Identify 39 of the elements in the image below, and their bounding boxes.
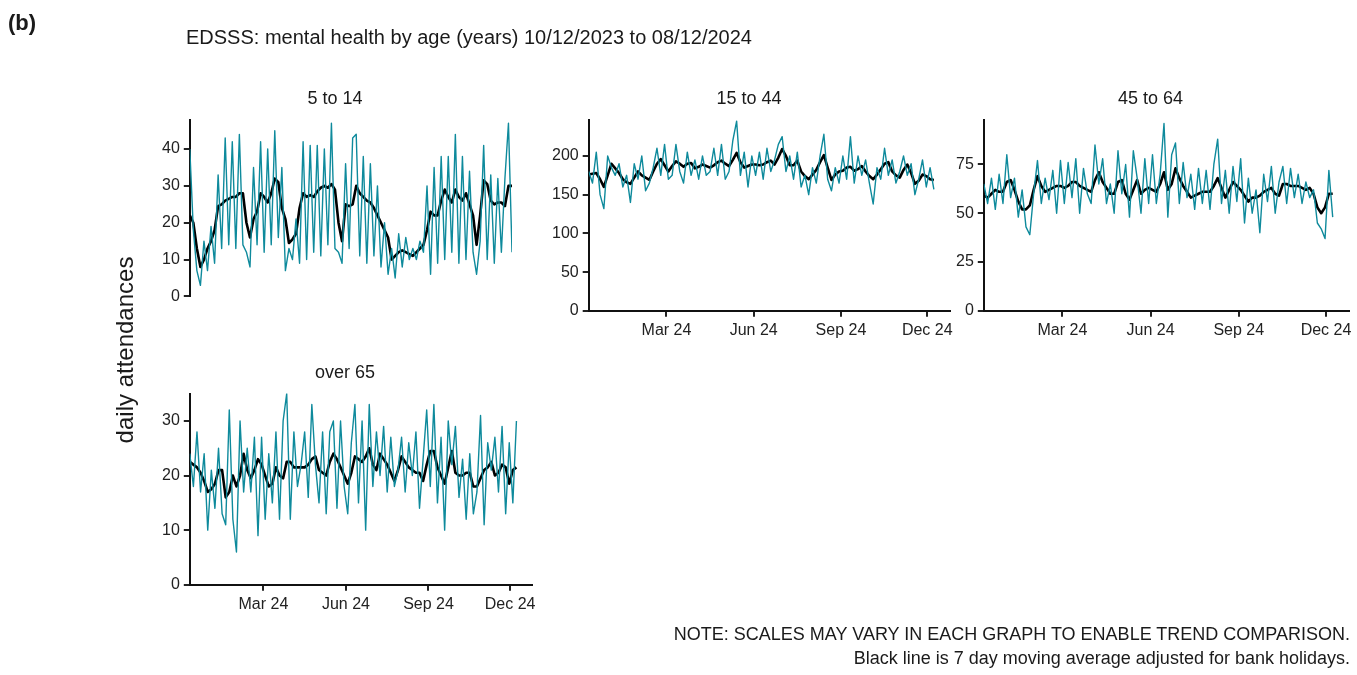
chart-title: 45 to 64 bbox=[1117, 87, 1184, 108]
y-tick-label: 0 bbox=[170, 575, 180, 593]
x-tick-label: Mar 24 bbox=[1037, 320, 1088, 338]
x-tick-label: Mar 24 bbox=[238, 594, 289, 612]
y-tick-label: 0 bbox=[964, 301, 974, 319]
y-tick-label: 200 bbox=[551, 146, 579, 164]
y-tick-label: 30 bbox=[162, 176, 180, 194]
y-tick-label: 150 bbox=[551, 185, 579, 203]
y-tick-label: 20 bbox=[162, 213, 180, 231]
y-axis-title: daily attendances bbox=[111, 256, 139, 444]
x-tick-label: Dec 24 bbox=[901, 320, 953, 338]
chart-title: 15 to 44 bbox=[716, 87, 782, 108]
y-tick-label: 25 bbox=[956, 252, 974, 270]
y-tick-label: 50 bbox=[560, 262, 579, 280]
y-tick-label: 40 bbox=[162, 139, 180, 157]
text: EDSSS: mental health by age (years) 10/12/2023 to 08/12/2024 bbox=[186, 26, 752, 49]
y-tick-label: 75 bbox=[956, 154, 974, 172]
x-tick-label: Mar 24 bbox=[641, 320, 692, 338]
x-tick-label: Jun 24 bbox=[1126, 320, 1175, 338]
x-tick-label: Jun 24 bbox=[729, 320, 778, 338]
text: (b) bbox=[8, 10, 37, 36]
y-tick-label: 10 bbox=[162, 249, 180, 267]
x-tick-label: Sep 24 bbox=[1213, 320, 1265, 338]
x-tick-label: Dec 24 bbox=[484, 594, 536, 612]
y-tick-label: 20 bbox=[162, 465, 180, 483]
chart-title: 5 to 14 bbox=[307, 87, 363, 108]
chart-title: over 65 bbox=[314, 361, 376, 382]
x-tick-label: Jun 24 bbox=[321, 594, 371, 612]
text: Black line is 7 day moving average adjusted for bank holidays. bbox=[853, 648, 1350, 669]
y-tick-label: 30 bbox=[162, 411, 180, 429]
text: NOTE: SCALES MAY VARY IN EACH GRAPH TO ENABLE TREND COMPARISON. bbox=[673, 624, 1350, 645]
x-tick-label: Sep 24 bbox=[815, 320, 867, 338]
y-tick-label: 10 bbox=[162, 520, 180, 538]
y-tick-label: 100 bbox=[551, 223, 579, 241]
y-tick-label: 0 bbox=[569, 301, 579, 319]
y-tick-label: 50 bbox=[956, 203, 974, 221]
x-tick-label: Sep 24 bbox=[403, 594, 454, 612]
x-tick-label: Dec 24 bbox=[1300, 320, 1352, 338]
y-tick-label: 0 bbox=[170, 286, 180, 304]
